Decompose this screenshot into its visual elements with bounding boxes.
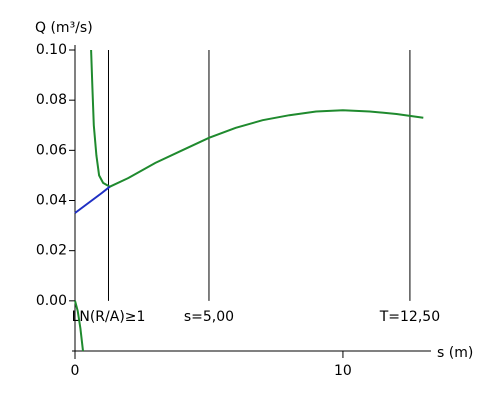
y-tick-label: 0.10 bbox=[36, 42, 67, 58]
marker-label: T=12,50 bbox=[379, 309, 440, 325]
line-series bbox=[74, 185, 111, 214]
y-tick-label: 0.04 bbox=[36, 193, 67, 209]
y-tick-label: 0.06 bbox=[36, 142, 67, 158]
y-axis-label: Q (m³/s) bbox=[35, 20, 93, 36]
x-tick-label: 0 bbox=[71, 363, 80, 379]
x-axis-label: s (m) bbox=[437, 345, 473, 361]
line-series bbox=[74, 49, 424, 352]
marker-label: s=5,00 bbox=[184, 309, 234, 325]
y-tick-label: 0.08 bbox=[36, 92, 67, 108]
y-tick-label: 0.02 bbox=[36, 243, 67, 259]
y-tick-label: 0.00 bbox=[36, 293, 67, 309]
marker-label: LN(R/A)≥1 bbox=[72, 309, 146, 325]
x-tick-label: 10 bbox=[334, 363, 352, 379]
